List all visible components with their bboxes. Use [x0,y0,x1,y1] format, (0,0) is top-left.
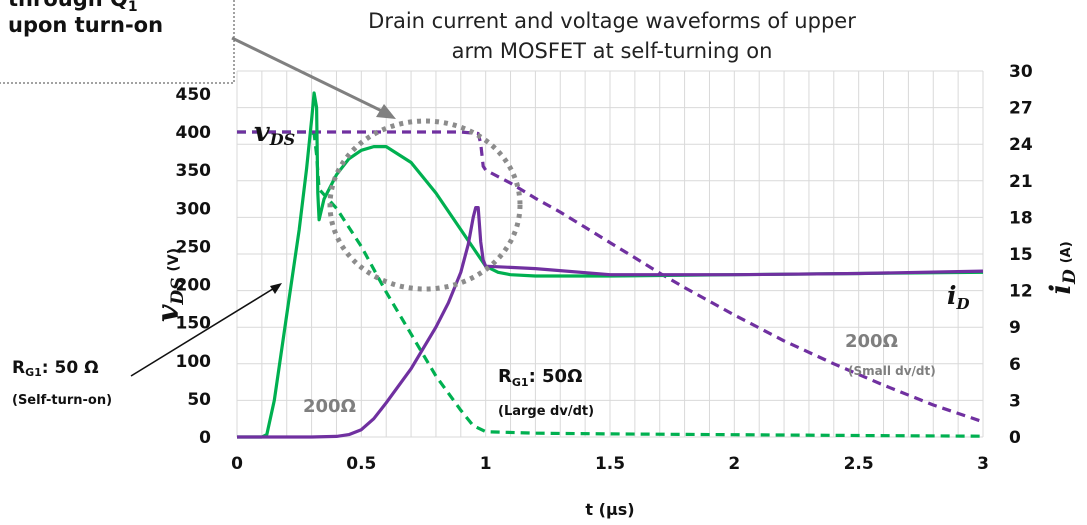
callout-box: through Q1 upon turn-on [0,0,235,84]
rg1-self-annotation: RG1: 50 Ω (Self-turn-on) [12,283,282,408]
y-left-symbol: v [151,304,186,322]
y-right-axis-label: iD (A) [1044,241,1080,294]
y-right-tick-label: 27 [1009,99,1033,119]
y-left-tick-label: 350 [176,161,212,181]
y-right-tick-label: 3 [1009,391,1021,411]
chart-title-line1: Drain current and voltage waveforms of u… [368,9,856,33]
svg-text:iD(A): iD (A) [1044,241,1080,294]
x-axis-label: t (μs) [585,500,634,519]
purple-200-label: 200Ω [303,396,356,417]
x-tick-label: 0 [231,454,243,474]
series-line-2 [237,91,984,439]
x-tick-label: 2 [728,454,740,474]
y-right-tick-label: 6 [1009,355,1021,375]
svg-text:RG1: 50 Ω: RG1: 50 Ω [12,358,99,379]
svg-text:through Q1: through Q1 [8,0,138,15]
rg1-self-note: (Self-turn-on) [12,393,112,408]
y-right-tick-label: 18 [1009,208,1033,228]
rg1-large-note: (Large dv/dt) [498,404,594,419]
y-left-tick-label: 0 [199,428,211,448]
right-200-label: 200Ω [845,331,898,352]
y-left-tick-label: 400 [176,123,212,143]
y-right-sub: D [1060,269,1080,285]
y-right-tick-label: 9 [1009,318,1021,338]
y-right-symbol: i [1044,284,1077,295]
y-right-tick-label: 30 [1009,62,1033,82]
y-right-tick-label: 12 [1009,282,1033,302]
y-left-unit: (V) [166,248,182,272]
svg-text:RG1: 50Ω: RG1: 50Ω [498,366,582,389]
y-left-tick-label: 50 [187,390,211,410]
vds-annotation: vDS [254,117,295,149]
y-left-sub: DS [168,278,188,306]
rg1-large-annotation: RG1: 50Ω (Large dv/dt) [498,366,594,419]
tick-labels: 0 0.5 1 1.5 2 2.5 3050100150200250300350400450… [176,62,1033,474]
x-tick-label: 0.5 [346,454,376,474]
y-left-axis-label: vDS (V) [151,248,188,322]
x-tick-label: 2.5 [844,454,874,474]
highlight-circle [327,118,523,292]
y-left-tick-label: 250 [176,237,212,257]
callout-line1-sub: 1 [128,0,138,15]
y-left-tick-label: 100 [176,352,212,372]
x-tick-label: 1.5 [595,454,625,474]
y-left-tick-label: 450 [176,85,212,105]
callout-line1: through Q [8,0,128,11]
y-right-tick-label: 21 [1009,172,1033,192]
y-right-tick-label: 15 [1009,245,1033,265]
x-tick-label: 3 [977,454,989,474]
series-line-3 [237,206,984,439]
callout-arrow [231,36,396,119]
y-left-tick-label: 300 [176,199,212,219]
y-right-unit: (A) [1059,241,1074,263]
x-tick-label: 1 [480,454,492,474]
callout-line2: upon turn-on [8,13,163,37]
id-annotation: iD [947,281,970,313]
y-left-tick-label: 150 [176,314,212,334]
svg-text:vDS(V): vDS (V) [151,248,188,322]
y-right-tick-label: 0 [1009,428,1021,448]
y-right-tick-label: 24 [1009,135,1033,155]
chart-title-line2: arm MOSFET at self-turning on [452,39,773,63]
small-dvdt-note: (Small dv/dt) [848,364,936,378]
y-left-tick-label: 200 [176,276,212,296]
